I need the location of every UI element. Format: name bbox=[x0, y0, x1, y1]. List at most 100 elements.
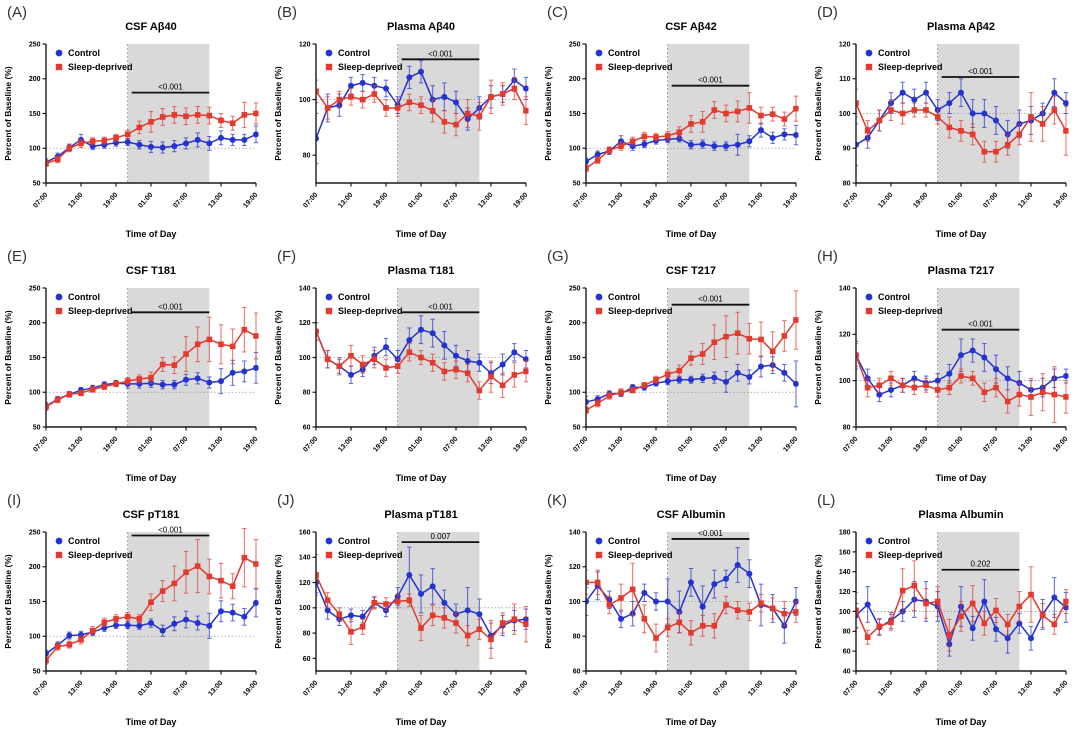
x-axis-label: Time of Day bbox=[396, 717, 447, 727]
y-tick-label: 250 bbox=[29, 529, 41, 536]
legend-item-sleep-deprived: Sleep-deprived bbox=[325, 550, 403, 560]
x-axis-label: Time of Day bbox=[936, 473, 987, 483]
y-tick-label: 80 bbox=[843, 629, 851, 636]
panel-title: CSF T217 bbox=[666, 265, 716, 277]
legend-label: Control bbox=[338, 292, 370, 302]
x-tick-label: 19:00 bbox=[782, 680, 799, 698]
y-tick-label: 200 bbox=[29, 76, 41, 83]
x-tick-label: 19:00 bbox=[242, 192, 259, 210]
panel-C: (C) 50 100 150 200 250 07:00 13:00 19:00 01:00 07:… bbox=[540, 0, 810, 244]
panel-chart-H: (H) 80 100 120 140 07:00 13:00 19:00 01:00 07:00 1… bbox=[813, 248, 1070, 483]
error-bars-sleep-deprived bbox=[856, 560, 1069, 652]
legend-marker-control bbox=[595, 293, 603, 301]
x-tick-label: 13:00 bbox=[67, 680, 84, 698]
x-tick-label: 13:00 bbox=[607, 680, 624, 698]
legend-label: Sleep-deprived bbox=[878, 550, 943, 560]
panel-chart-E: (E) 50 100 150 200 250 07:00 13:00 19:00 01:00 07:… bbox=[3, 248, 260, 483]
series-markers-sleep-deprived bbox=[586, 579, 799, 641]
y-tick-label: 140 bbox=[299, 555, 311, 562]
panel-title: CSF pT181 bbox=[123, 509, 180, 521]
panel-chart-B: (B) 80 100 120 07:00 13:00 19:00 01:00 07:00 13:0… bbox=[273, 4, 530, 239]
dark-period-band bbox=[127, 288, 210, 427]
legend-label: Control bbox=[338, 536, 370, 546]
panel-title: Plasma pT181 bbox=[384, 509, 457, 521]
x-tick-label: 19:00 bbox=[512, 192, 529, 210]
legend-marker-control bbox=[595, 537, 603, 545]
y-tick-label: 40 bbox=[843, 668, 851, 675]
x-tick-label: 07:00 bbox=[842, 680, 859, 698]
panel-letter: (L) bbox=[817, 492, 835, 509]
x-tick-label: 07:00 bbox=[572, 192, 589, 210]
legend-item-control: Control bbox=[865, 292, 910, 302]
p-value-label: <0.001 bbox=[428, 49, 453, 58]
panel-title: Plasma T181 bbox=[388, 265, 455, 277]
series-layer bbox=[586, 547, 799, 653]
series-markers-sleep-deprived bbox=[46, 326, 259, 410]
y-axis-label: Percent of Baseline (%) bbox=[813, 310, 823, 405]
p-value-label: <0.001 bbox=[698, 76, 723, 85]
x-tick-label: 19:00 bbox=[1052, 680, 1069, 698]
x-tick-label: 01:00 bbox=[137, 436, 154, 454]
legend-marker-sleep-deprived bbox=[865, 307, 873, 315]
legend-marker-control bbox=[325, 49, 333, 57]
y-tick-label: 80 bbox=[303, 153, 311, 160]
legend-marker-sleep-deprived bbox=[55, 551, 63, 559]
x-tick-label: 07:00 bbox=[712, 436, 729, 454]
legend-marker-sleep-deprived bbox=[865, 551, 873, 559]
y-axis-label: Percent of Baseline (%) bbox=[3, 310, 13, 405]
x-tick-label: 07:00 bbox=[172, 680, 189, 698]
y-tick-label: 100 bbox=[299, 97, 311, 104]
panel-chart-G: (G) 50 100 150 200 250 07:00 13:00 19:00 01:00 07:… bbox=[543, 248, 800, 483]
legend-item-control: Control bbox=[595, 48, 640, 58]
legend-label: Sleep-deprived bbox=[608, 62, 673, 72]
legend-item-sleep-deprived: Sleep-deprived bbox=[55, 550, 133, 560]
x-tick-label: 07:00 bbox=[442, 192, 459, 210]
legend-item-control: Control bbox=[55, 292, 100, 302]
series-markers-sleep-deprived bbox=[316, 85, 529, 128]
x-tick-label: 13:00 bbox=[67, 192, 84, 210]
panel-L: (L) 40 60 80 100 120 140 160 180 07:00 13:00 19:00 0… bbox=[810, 488, 1080, 732]
legend-item-sleep-deprived: Sleep-deprived bbox=[595, 306, 673, 316]
p-value-label: <0.001 bbox=[158, 525, 183, 534]
y-tick-label: 100 bbox=[569, 390, 581, 397]
y-tick-label: 150 bbox=[29, 599, 41, 606]
y-tick-label: 80 bbox=[843, 424, 851, 431]
y-tick-label: 140 bbox=[839, 285, 851, 292]
legend-marker-control bbox=[865, 49, 873, 57]
series-markers-sleep-deprived bbox=[586, 105, 799, 172]
x-tick-label: 07:00 bbox=[32, 192, 49, 210]
series-layer bbox=[316, 315, 529, 400]
x-axis-label: Time of Day bbox=[666, 229, 717, 239]
legend-item-sleep-deprived: Sleep-deprived bbox=[55, 62, 133, 72]
x-axis-label: Time of Day bbox=[936, 717, 987, 727]
y-axis-label: Percent of Baseline (%) bbox=[813, 554, 823, 649]
legend-label: Control bbox=[68, 292, 100, 302]
dark-period-band bbox=[127, 532, 210, 671]
x-tick-label: 07:00 bbox=[302, 192, 319, 210]
y-tick-label: 90 bbox=[843, 146, 851, 153]
x-tick-label: 01:00 bbox=[947, 192, 964, 210]
legend-item-sleep-deprived: Sleep-deprived bbox=[325, 306, 403, 316]
p-value-label: <0.001 bbox=[428, 302, 453, 311]
legend-marker-sleep-deprived bbox=[595, 63, 603, 71]
p-value-label: <0.001 bbox=[698, 529, 723, 538]
x-tick-label: 07:00 bbox=[172, 436, 189, 454]
x-tick-label: 19:00 bbox=[642, 192, 659, 210]
x-tick-label: 07:00 bbox=[982, 436, 999, 454]
p-value-label: <0.001 bbox=[968, 67, 993, 76]
series-layer bbox=[586, 92, 799, 173]
series-markers-sleep-deprived bbox=[46, 554, 259, 664]
x-tick-label: 19:00 bbox=[372, 680, 389, 698]
x-tick-label: 19:00 bbox=[372, 192, 389, 210]
legend-label: Sleep-deprived bbox=[608, 306, 673, 316]
y-tick-label: 150 bbox=[569, 111, 581, 118]
legend-label: Sleep-deprived bbox=[608, 550, 673, 560]
legend-label: Sleep-deprived bbox=[68, 550, 133, 560]
x-tick-label: 13:00 bbox=[607, 192, 624, 210]
y-tick-label: 200 bbox=[569, 76, 581, 83]
x-tick-label: 13:00 bbox=[607, 436, 624, 454]
y-tick-label: 200 bbox=[29, 564, 41, 571]
y-tick-label: 50 bbox=[573, 180, 581, 187]
panel-chart-A: (A) 50 100 150 200 250 07:00 13:00 19:00 01:00 07:… bbox=[3, 4, 260, 239]
x-tick-label: 19:00 bbox=[242, 436, 259, 454]
